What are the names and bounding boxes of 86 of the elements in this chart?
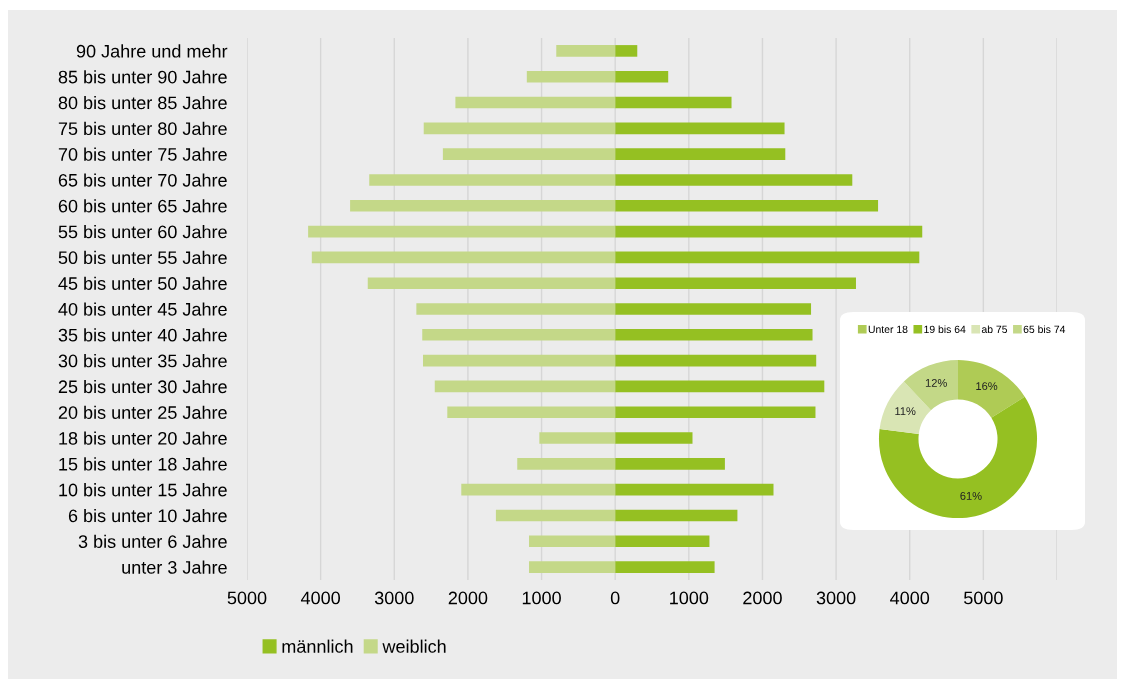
x-tick-label: 1000 xyxy=(522,591,561,605)
bar xyxy=(615,535,710,548)
donut-slice xyxy=(878,396,1038,519)
y-tick-label: 50 bis unter 55 Jahre xyxy=(58,250,227,265)
legend-label: Unter 18 xyxy=(868,325,908,334)
y-tick-label: 40 bis unter 45 Jahre xyxy=(58,302,227,316)
y-tick-label: 60 bis unter 65 Jahre xyxy=(58,199,227,213)
y-tick-label: 3 bis unter 6 Jahre xyxy=(78,534,227,549)
x-tick-label: 3000 xyxy=(816,591,856,605)
y-tick-label: 65 bis unter 70 Jahre xyxy=(58,173,227,187)
bar xyxy=(455,96,616,109)
bar xyxy=(615,96,732,109)
y-tick-label: 6 bis unter 10 Jahre xyxy=(68,508,227,523)
y-tick-label: 90 Jahre und mehr xyxy=(76,44,228,58)
legend-label: weiblich xyxy=(382,639,446,653)
bar xyxy=(422,354,616,367)
legend-label: ab 75 xyxy=(981,325,1008,334)
bar xyxy=(517,458,616,470)
bar xyxy=(615,561,715,573)
x-tick-label: 1000 xyxy=(670,591,709,605)
bar xyxy=(615,354,817,367)
bar xyxy=(447,406,616,419)
donut-slice xyxy=(958,359,1025,418)
y-tick-label: 20 bis unter 25 Jahre xyxy=(58,405,227,419)
x-tick-label: 4000 xyxy=(890,591,930,605)
bar xyxy=(615,277,856,289)
data-label: 16% xyxy=(976,382,998,391)
data-label: 12% xyxy=(925,378,947,387)
bar xyxy=(526,70,616,83)
bar xyxy=(423,122,616,135)
bar xyxy=(615,303,812,315)
bar xyxy=(615,509,738,522)
x-tick-label: 2000 xyxy=(448,591,488,605)
y-tick-label: 25 bis unter 30 Jahre xyxy=(58,379,227,394)
y-tick-label: 30 bis unter 35 Jahre xyxy=(58,354,227,368)
bar xyxy=(434,380,616,393)
bar xyxy=(308,225,616,238)
x-tick-label: 0 xyxy=(610,591,620,605)
y-tick-label: 45 bis unter 50 Jahre xyxy=(58,276,227,290)
bar xyxy=(461,483,616,496)
x-tick-label: 5000 xyxy=(227,591,267,605)
bar xyxy=(369,174,616,186)
bar xyxy=(422,329,616,341)
bar xyxy=(495,509,616,522)
y-tick-label: 18 bis unter 20 Jahre xyxy=(59,431,227,445)
bar xyxy=(350,199,616,212)
bar xyxy=(615,380,825,393)
bar xyxy=(556,45,616,57)
legend-label: männlich xyxy=(282,639,353,653)
x-tick-label: 2000 xyxy=(743,591,782,605)
x-tick-label: 5000 xyxy=(964,591,1003,605)
y-tick-label: 35 bis unter 40 Jahre xyxy=(58,328,227,342)
legend-label: 65 bis 74 xyxy=(1023,325,1066,334)
bar xyxy=(615,174,853,186)
bar xyxy=(442,148,616,160)
y-tick-label: unter 3 Jahre xyxy=(122,560,227,574)
bar xyxy=(529,561,616,573)
bar xyxy=(615,225,923,238)
bar xyxy=(615,406,816,419)
bar xyxy=(615,251,920,264)
data-label: 11% xyxy=(895,407,916,416)
bar xyxy=(615,148,786,160)
x-tick-label: 3000 xyxy=(374,591,414,605)
bar xyxy=(615,432,693,444)
bar xyxy=(416,303,616,315)
y-tick-label: 80 bis unter 85 Jahre xyxy=(58,95,227,110)
y-tick-label: 70 bis unter 75 Jahre xyxy=(58,147,227,161)
bar xyxy=(615,199,879,212)
x-tick-label: 4000 xyxy=(300,591,341,605)
bar xyxy=(615,122,785,135)
y-tick-label: 75 bis unter 80 Jahre xyxy=(58,121,227,136)
y-tick-label: 15 bis unter 18 Jahre xyxy=(59,457,227,471)
bar xyxy=(615,45,638,57)
y-tick-label: 55 bis unter 60 Jahre xyxy=(58,225,227,239)
legend-label: 19 bis 64 xyxy=(924,325,966,334)
bar xyxy=(615,483,774,496)
bar xyxy=(539,432,616,444)
bar xyxy=(367,277,616,289)
bar xyxy=(615,70,669,83)
y-tick-label: 85 bis unter 90 Jahre xyxy=(58,70,227,84)
bar xyxy=(615,458,725,470)
bar xyxy=(529,535,616,548)
data-label: 61% xyxy=(960,491,982,500)
bar xyxy=(615,329,813,341)
y-tick-label: 10 bis unter 15 Jahre xyxy=(59,483,227,497)
bar xyxy=(311,251,616,264)
